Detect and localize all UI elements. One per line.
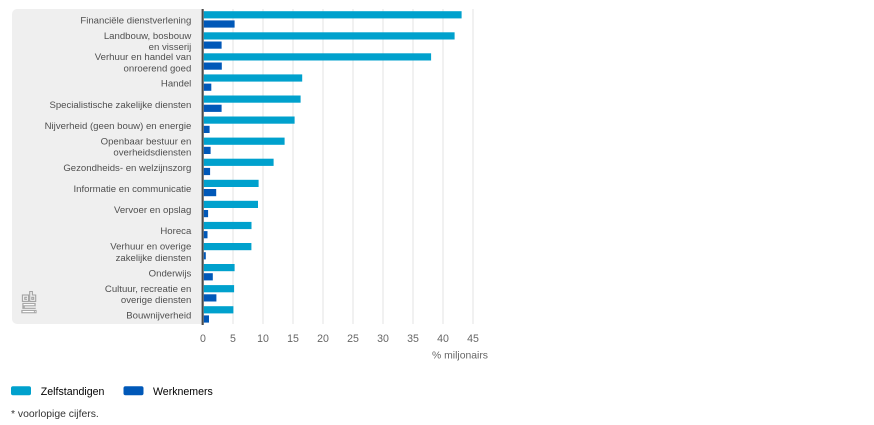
svg-text:Landbouw, bosbouw: Landbouw, bosbouw (104, 31, 192, 42)
svg-text:Nijverheid (geen bouw) en ener: Nijverheid (geen bouw) en energie (45, 121, 192, 132)
svg-text:Zelfstandigen: Zelfstandigen (41, 386, 105, 398)
svg-text:zakelijke diensten: zakelijke diensten (116, 253, 192, 264)
svg-text:45: 45 (467, 333, 479, 345)
svg-text:Specialistische zakelijke dien: Specialistische zakelijke diensten (49, 100, 191, 111)
svg-text:* voorlopige cijfers.: * voorlopige cijfers. (11, 409, 99, 420)
svg-text:40: 40 (437, 333, 449, 345)
svg-text:% miljonairs: % miljonairs (432, 351, 488, 362)
svg-text:Gezondheids- en welzijnszorg: Gezondheids- en welzijnszorg (63, 163, 191, 174)
svg-text:Handel: Handel (161, 79, 191, 90)
svg-text:5: 5 (230, 333, 236, 345)
svg-text:0: 0 (200, 333, 206, 345)
svg-text:Verhuur en handel van: Verhuur en handel van (95, 52, 192, 63)
svg-text:Werknemers: Werknemers (153, 386, 213, 398)
svg-text:Informatie en communicatie: Informatie en communicatie (73, 184, 191, 195)
svg-text:onroerend goed: onroerend goed (124, 63, 192, 74)
svg-text:en visserij: en visserij (149, 42, 192, 53)
svg-text:15: 15 (287, 333, 299, 345)
svg-text:10: 10 (257, 333, 269, 345)
svg-text:Horeca: Horeca (160, 226, 192, 237)
svg-text:overige diensten: overige diensten (121, 295, 191, 306)
svg-text:Cultuur, recreatie en: Cultuur, recreatie en (105, 284, 191, 295)
svg-text:overheidsdiensten: overheidsdiensten (113, 148, 191, 159)
svg-text:Financiële dienstverlening: Financiële dienstverlening (80, 16, 191, 27)
svg-text:35: 35 (407, 333, 419, 345)
svg-text:Onderwijs: Onderwijs (149, 268, 192, 279)
svg-text:Vervoer en opslag: Vervoer en opslag (114, 205, 191, 216)
svg-text:Bouwnijverheid: Bouwnijverheid (126, 311, 191, 322)
svg-text:25: 25 (347, 333, 359, 345)
svg-text:Openbaar bestuur en: Openbaar bestuur en (101, 136, 192, 147)
svg-text:20: 20 (317, 333, 329, 345)
svg-text:30: 30 (377, 333, 389, 345)
svg-text:Verhuur en overige: Verhuur en overige (110, 242, 191, 253)
